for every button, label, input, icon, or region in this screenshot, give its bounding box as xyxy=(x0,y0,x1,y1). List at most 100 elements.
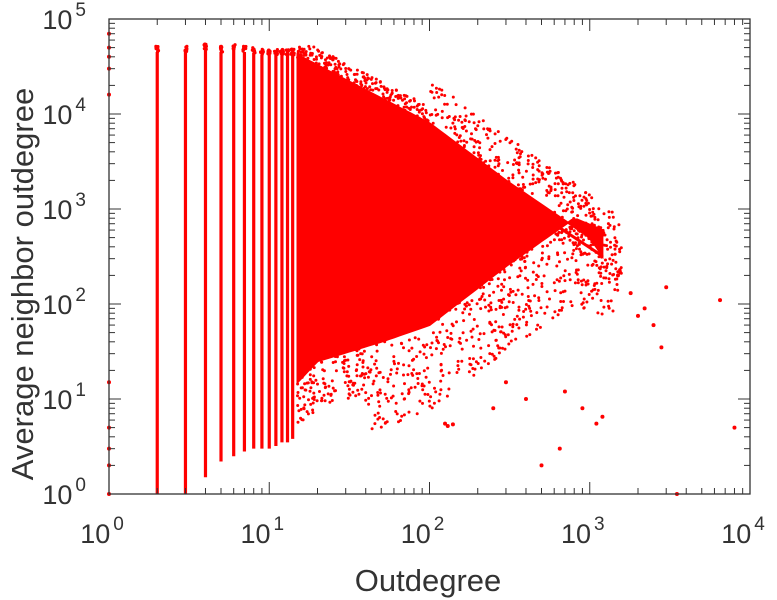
data-point xyxy=(584,191,588,195)
data-point xyxy=(397,361,400,365)
data-point xyxy=(564,182,568,186)
data-point xyxy=(479,346,483,350)
data-point xyxy=(525,250,529,254)
data-point xyxy=(526,162,530,166)
data-point xyxy=(394,104,397,108)
data-point xyxy=(299,50,303,54)
data-point xyxy=(609,299,613,303)
data-point xyxy=(513,158,517,162)
outlier-point xyxy=(491,406,496,411)
data-point xyxy=(520,255,524,259)
data-point xyxy=(488,321,492,325)
data-point xyxy=(509,263,513,267)
data-point xyxy=(548,230,551,233)
data-point xyxy=(333,62,337,66)
data-point xyxy=(322,75,326,79)
data-point xyxy=(506,161,510,165)
data-point xyxy=(514,147,518,151)
data-point xyxy=(355,84,359,88)
data-point xyxy=(559,276,563,280)
data-point xyxy=(291,53,296,57)
data-point xyxy=(422,115,426,119)
data-point xyxy=(568,227,572,231)
data-point xyxy=(476,124,480,128)
data-point xyxy=(274,52,278,56)
data-point xyxy=(353,381,357,385)
data-point xyxy=(449,126,453,130)
data-point xyxy=(522,256,526,260)
data-point xyxy=(377,400,381,404)
data-point xyxy=(398,113,402,117)
data-point xyxy=(460,167,463,171)
data-point xyxy=(448,308,452,312)
data-point xyxy=(545,290,549,294)
data-point xyxy=(531,166,535,169)
data-point xyxy=(570,256,574,260)
data-point xyxy=(456,359,460,363)
data-point xyxy=(306,56,310,60)
data-point xyxy=(538,217,542,221)
data-point xyxy=(312,374,316,378)
data-point xyxy=(368,85,372,89)
data-point xyxy=(540,251,544,255)
data-point xyxy=(572,195,576,199)
data-point xyxy=(472,344,475,348)
data-point xyxy=(305,410,309,414)
data-point xyxy=(326,63,330,67)
data-point xyxy=(487,344,491,348)
data-point xyxy=(421,107,425,111)
data-point xyxy=(454,307,458,311)
data-point xyxy=(545,166,549,169)
data-point xyxy=(478,178,482,182)
data-point xyxy=(378,388,382,392)
data-point xyxy=(497,351,501,355)
data-point xyxy=(595,292,599,296)
data-point xyxy=(403,382,406,386)
data-point xyxy=(611,258,615,262)
data-point xyxy=(402,373,405,377)
data-point xyxy=(354,394,358,398)
data-point xyxy=(441,145,444,148)
data-point xyxy=(348,393,352,397)
data-point xyxy=(407,388,411,392)
data-point xyxy=(557,204,561,208)
data-point xyxy=(421,388,425,392)
data-point xyxy=(392,359,396,363)
data-point xyxy=(606,262,610,266)
data-point xyxy=(518,266,522,270)
data-point xyxy=(363,85,367,89)
data-point xyxy=(296,404,300,407)
data-point xyxy=(555,278,559,282)
data-point xyxy=(517,305,521,309)
data-point xyxy=(381,92,385,96)
data-point xyxy=(574,247,578,251)
data-point xyxy=(309,386,313,390)
data-point xyxy=(580,235,583,239)
data-point xyxy=(417,116,421,120)
data-point xyxy=(584,201,588,205)
data-point xyxy=(367,396,371,400)
data-point xyxy=(597,207,601,211)
data-point xyxy=(608,257,612,261)
data-point xyxy=(563,279,567,283)
data-point xyxy=(331,80,335,84)
data-point xyxy=(476,175,480,179)
data-point xyxy=(528,333,532,337)
data-point xyxy=(441,135,445,139)
data-point xyxy=(490,278,494,281)
data-point xyxy=(535,273,539,277)
data-point xyxy=(435,91,439,94)
data-point xyxy=(581,252,585,256)
data-point xyxy=(407,364,411,368)
data-point xyxy=(407,390,411,394)
data-point xyxy=(465,338,469,342)
data-point xyxy=(318,390,321,393)
data-point xyxy=(346,384,350,388)
data-point xyxy=(530,192,534,195)
data-point xyxy=(526,278,530,282)
data-point xyxy=(470,132,473,136)
data-point xyxy=(183,49,187,53)
data-point xyxy=(560,179,564,183)
data-point xyxy=(334,360,337,364)
data-point xyxy=(392,98,396,102)
